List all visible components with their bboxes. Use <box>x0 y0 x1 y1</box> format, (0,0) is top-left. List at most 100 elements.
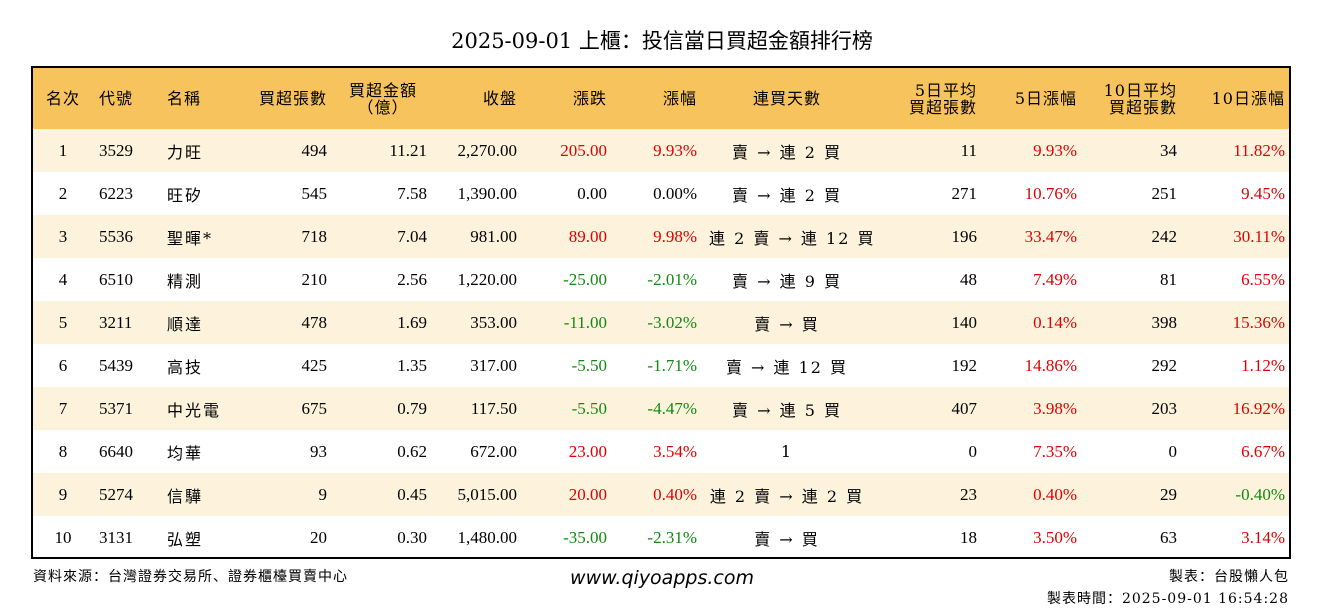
name-cell: 精測 <box>167 271 204 291</box>
change-pct-cell: -2.01% <box>647 269 697 289</box>
consecutive-days-cell: 賣 → 連 9 買 <box>732 271 842 291</box>
change-cell: 23.00 <box>568 441 607 461</box>
column-header-line1: 5日漲幅 <box>1014 89 1077 108</box>
column-header: 10日平均 買超張數 <box>1083 68 1183 129</box>
consecutive-days-cell: 賣 → 買 <box>754 314 820 334</box>
buy-amount-cell: 7.58 <box>397 183 427 203</box>
avg10-cell: 34 <box>1160 140 1177 160</box>
rank-cell: 5 <box>58 312 68 332</box>
close-price-cell: 2,270.00 <box>457 140 518 160</box>
table-row: 4 6510 精測 210 2.56 1,220.00 -25.00 -2.01% 賣 → 連 … <box>33 258 1289 301</box>
column-header-line1: 5日平均 <box>914 80 977 100</box>
code-cell: 5536 <box>99 226 133 246</box>
change-cell: -5.50 <box>571 355 607 375</box>
pct10-cell: 15.36% <box>1232 312 1285 332</box>
column-header: 代號 <box>93 68 161 129</box>
pct10-cell: 9.45% <box>1241 183 1285 203</box>
code-cell: 6223 <box>99 183 133 203</box>
website-link[interactable]: www.qiyoapps.com <box>570 567 754 589</box>
column-header-line2: 買超張數 <box>908 97 977 117</box>
buy-lots-cell: 93 <box>310 441 327 461</box>
pct5-cell: 0.40% <box>1033 484 1077 504</box>
avg10-cell: 81 <box>1160 269 1177 289</box>
code-cell: 5371 <box>99 398 133 418</box>
close-price-cell: 317.00 <box>470 355 517 375</box>
change-cell: -25.00 <box>563 269 607 289</box>
buy-amount-cell: 0.30 <box>397 527 427 547</box>
change-pct-cell: 9.98% <box>653 226 697 246</box>
change-pct-cell: -3.02% <box>647 312 697 332</box>
name-cell: 均華 <box>167 443 204 463</box>
column-header: 名稱 <box>161 68 241 129</box>
consecutive-days-cell: 連 2 賣 → 連 2 買 <box>709 486 865 506</box>
avg10-cell: 292 <box>1151 355 1178 375</box>
pct5-cell: 0.14% <box>1033 312 1077 332</box>
column-header-line1: 代號 <box>99 89 134 108</box>
avg5-cell: 48 <box>960 269 977 289</box>
name-cell: 中光電 <box>167 400 222 420</box>
table-row: 1 3529 力旺 494 11.21 2,270.00 205.00 9.93% 賣 → 連 … <box>33 129 1289 172</box>
code-cell: 3529 <box>99 140 133 160</box>
buy-amount-cell: 7.04 <box>397 226 427 246</box>
avg5-cell: 18 <box>960 527 977 547</box>
made-time-note: 製表時間：2025-09-01 16:54:28 <box>1046 591 1289 607</box>
rank-cell: 2 <box>58 183 68 203</box>
buy-amount-cell: 2.56 <box>397 269 427 289</box>
rank-cell: 6 <box>58 355 68 375</box>
consecutive-days-cell: 賣 → 連 5 買 <box>732 400 842 420</box>
pct10-cell: 16.92% <box>1232 398 1285 418</box>
column-header: 漲跌 <box>523 68 613 129</box>
data-source-note: 資料來源：台灣證券交易所、證券櫃檯買賣中心 <box>33 569 348 585</box>
avg5-cell: 196 <box>951 226 978 246</box>
buy-amount-cell: 11.21 <box>389 140 427 160</box>
avg5-cell: 407 <box>951 398 978 418</box>
buy-amount-cell: 1.35 <box>397 355 427 375</box>
table-row: 10 3131 弘塑 20 0.30 1,480.00 -35.00 -2.31% 賣 → 買 1… <box>33 516 1289 557</box>
avg10-cell: 251 <box>1151 183 1178 203</box>
ranking-table: 名次 代號 名稱 買超張數 買超金額 （億） 收盤 漲跌 漲幅 連買天數 5日平均 買超張數 5日漲幅 1… <box>33 68 1289 557</box>
rank-cell: 9 <box>58 484 68 504</box>
buy-lots-cell: 9 <box>318 484 328 504</box>
buy-lots-cell: 675 <box>301 398 328 418</box>
pct10-cell: 3.14% <box>1241 527 1285 547</box>
close-price-cell: 672.00 <box>470 441 517 461</box>
column-header-line1: 10日漲幅 <box>1211 89 1285 108</box>
column-header-line1: 漲跌 <box>572 89 607 108</box>
name-cell: 力旺 <box>167 142 204 162</box>
table-body: 1 3529 力旺 494 11.21 2,270.00 205.00 9.93% 賣 → 連 … <box>33 129 1289 557</box>
buy-lots-cell: 545 <box>301 183 328 203</box>
maker-note: 製表：台股懶人包 <box>1169 569 1289 585</box>
name-cell: 聖暉* <box>167 228 214 248</box>
avg10-cell: 63 <box>1160 527 1177 547</box>
column-header: 連買天數 <box>703 68 871 129</box>
change-cell: 89.00 <box>568 226 607 246</box>
avg10-cell: 398 <box>1151 312 1178 332</box>
pct5-cell: 3.98% <box>1033 398 1077 418</box>
avg10-cell: 29 <box>1160 484 1177 504</box>
buy-lots-cell: 425 <box>301 355 328 375</box>
pct10-cell: -0.40% <box>1235 484 1285 504</box>
rank-cell: 7 <box>58 398 68 418</box>
table-header-row: 名次 代號 名稱 買超張數 買超金額 （億） 收盤 漲跌 漲幅 連買天數 5日平均 買超張數 5日漲幅 1… <box>33 68 1289 129</box>
column-header: 買超張數 <box>241 68 333 129</box>
rank-cell: 4 <box>58 269 68 289</box>
column-header: 收盤 <box>433 68 523 129</box>
avg10-cell: 203 <box>1151 398 1178 418</box>
code-cell: 3131 <box>99 527 133 547</box>
column-header-line2: 買超張數 <box>1108 97 1177 117</box>
avg5-cell: 23 <box>960 484 977 504</box>
pct5-cell: 3.50% <box>1033 527 1077 547</box>
consecutive-days-cell: 賣 → 連 12 買 <box>725 357 849 377</box>
pct5-cell: 7.35% <box>1033 441 1077 461</box>
avg5-cell: 192 <box>951 355 978 375</box>
change-cell: 0.00 <box>577 183 607 203</box>
buy-lots-cell: 210 <box>301 269 328 289</box>
table-row: 5 3211 順達 478 1.69 353.00 -11.00 -3.02% 賣 → 買 140… <box>33 301 1289 344</box>
change-cell: -5.50 <box>571 398 607 418</box>
table-row: 2 6223 旺矽 545 7.58 1,390.00 0.00 0.00% 賣 → 連 2 買… <box>33 172 1289 215</box>
avg10-cell: 242 <box>1151 226 1178 246</box>
buy-amount-cell: 1.69 <box>397 312 427 332</box>
pct5-cell: 14.86% <box>1024 355 1077 375</box>
name-cell: 弘塑 <box>167 529 204 549</box>
buy-lots-cell: 494 <box>301 140 328 160</box>
